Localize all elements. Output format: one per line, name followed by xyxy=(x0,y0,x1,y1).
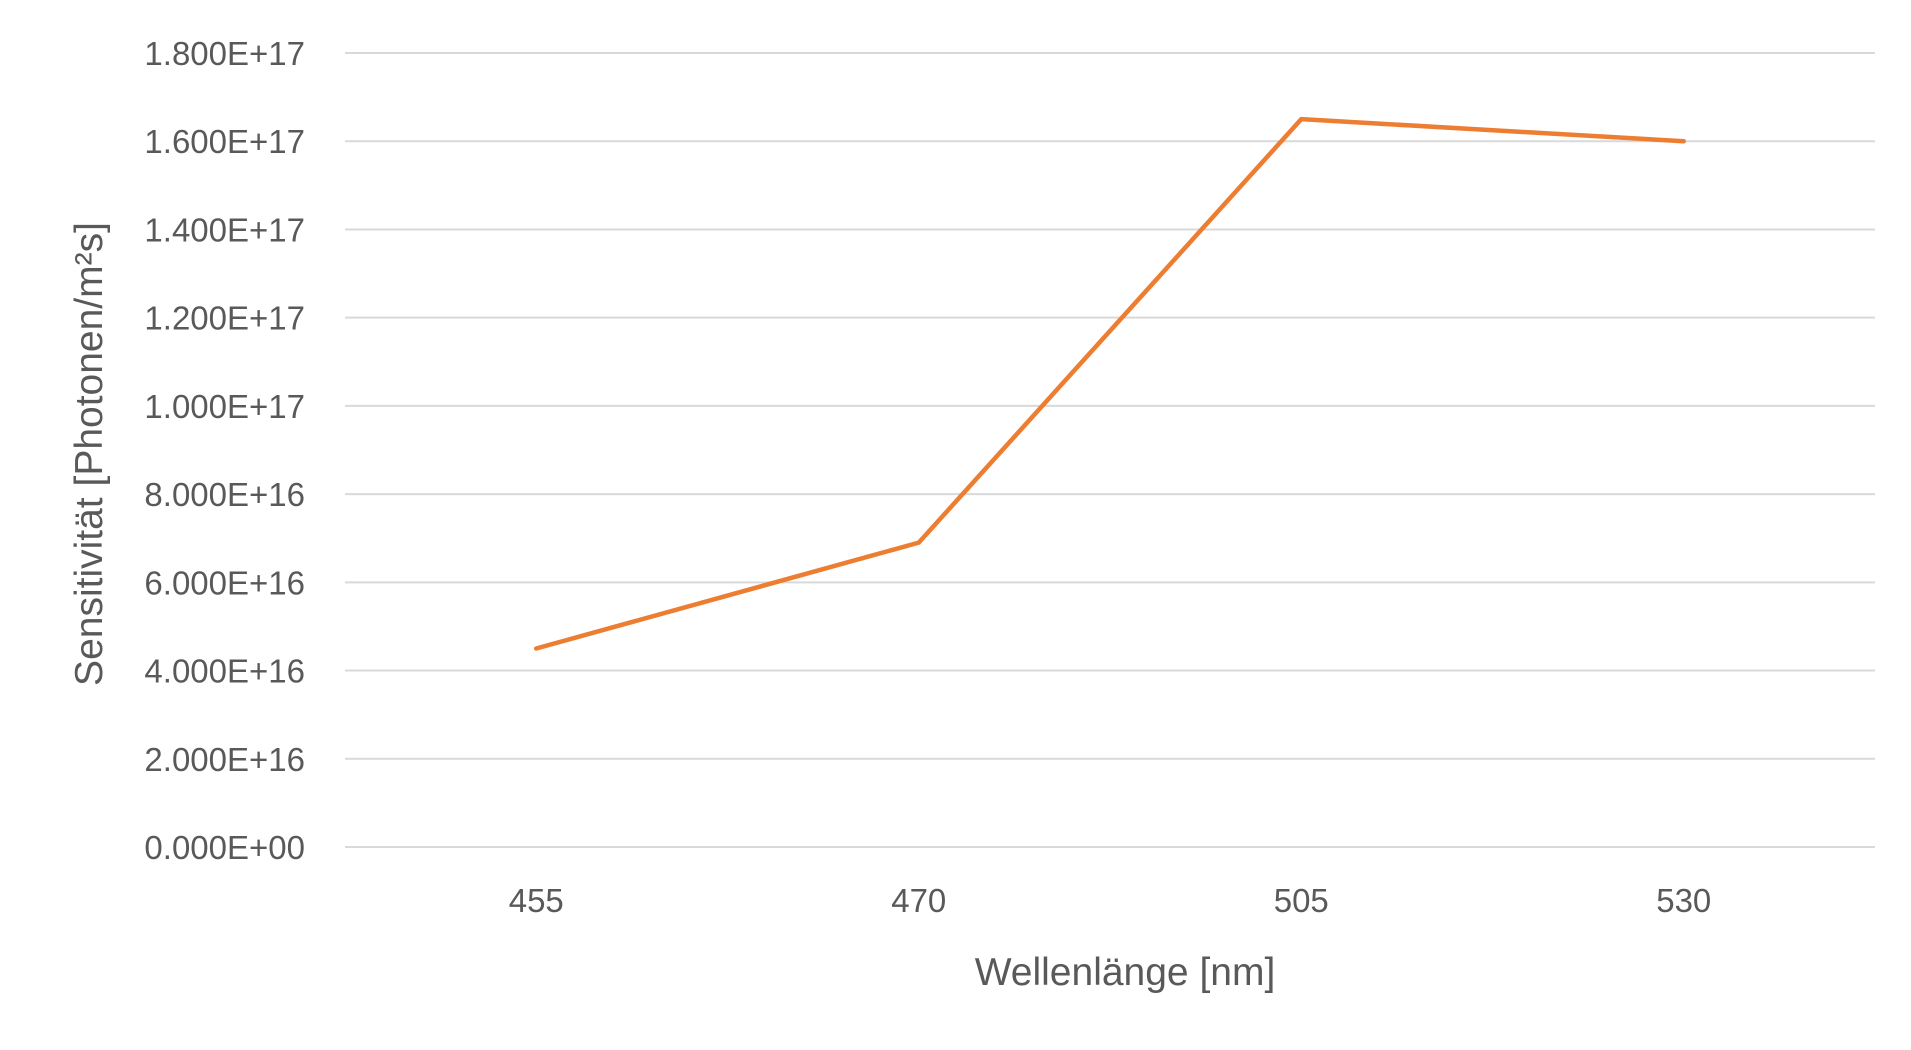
x-tick-label: 505 xyxy=(1274,882,1329,919)
x-tick-label: 530 xyxy=(1656,882,1711,919)
y-tick-label: 1.000E+17 xyxy=(144,388,305,425)
x-tick-label: 470 xyxy=(891,882,946,919)
y-tick-label: 0.000E+00 xyxy=(144,829,305,866)
gridlines xyxy=(345,52,1875,848)
x-tick-label: 455 xyxy=(509,882,564,919)
y-axis-ticks: 0.000E+00 2.000E+16 4.000E+16 6.000E+16 8.00… xyxy=(144,35,305,866)
y-tick-label: 1.600E+17 xyxy=(144,123,305,160)
x-axis-title: Wellenlänge [nm] xyxy=(975,951,1276,994)
data-point xyxy=(534,646,539,651)
y-tick-label: 6.000E+16 xyxy=(144,564,305,601)
y-tick-label: 1.800E+17 xyxy=(144,35,305,72)
y-tick-label: 4.000E+16 xyxy=(144,653,305,690)
data-point xyxy=(916,540,921,545)
y-tick-label: 8.000E+16 xyxy=(144,476,305,513)
series-line xyxy=(534,116,1686,651)
data-point xyxy=(1681,139,1686,144)
y-tick-label: 1.400E+17 xyxy=(144,211,305,248)
y-tick-label: 1.200E+17 xyxy=(144,300,305,337)
data-point xyxy=(1299,117,1304,122)
series-group xyxy=(534,116,1686,651)
x-axis-ticks: 455 470 505 530 xyxy=(509,882,1712,919)
y-axis-title: Sensitivität [Photonen/m²s] xyxy=(68,222,111,686)
y-tick-label: 2.000E+16 xyxy=(144,741,305,778)
